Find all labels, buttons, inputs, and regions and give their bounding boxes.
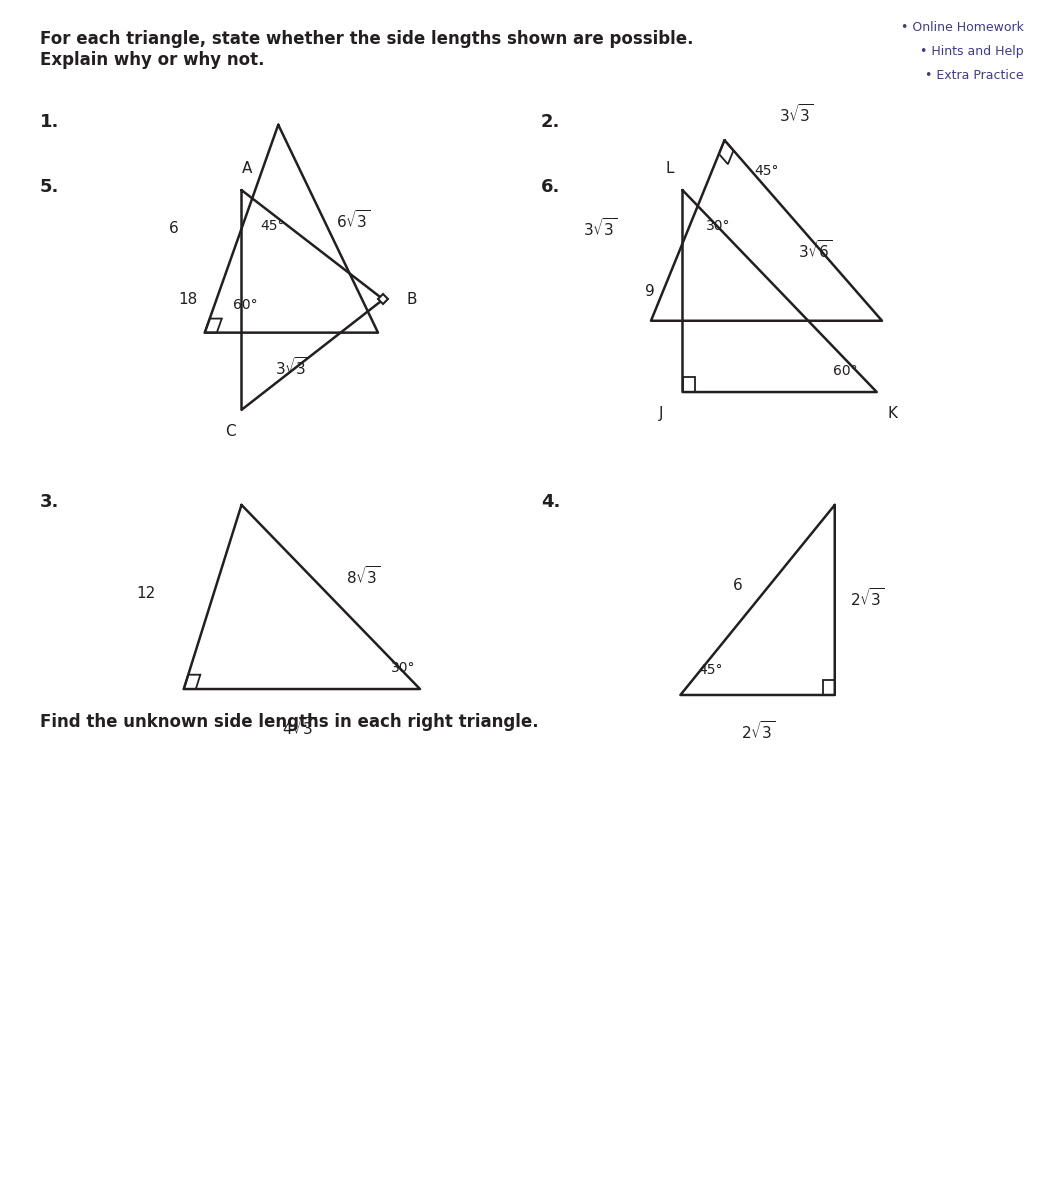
Text: 6.: 6. — [541, 178, 560, 196]
Text: 45°: 45° — [754, 164, 778, 178]
Text: 6: 6 — [733, 579, 742, 593]
Text: 18: 18 — [178, 292, 197, 307]
Text: $2\sqrt{3}$: $2\sqrt{3}$ — [741, 720, 775, 742]
Text: 1.: 1. — [40, 113, 59, 131]
Text: $2\sqrt{3}$: $2\sqrt{3}$ — [850, 587, 885, 608]
Text: 45°: 45° — [260, 219, 285, 233]
Text: 30°: 30° — [391, 661, 415, 675]
Text: L: L — [666, 160, 674, 176]
Text: K: K — [887, 406, 898, 422]
Text: $4\sqrt{3}$: $4\sqrt{3}$ — [282, 716, 316, 739]
Text: B: B — [406, 292, 417, 307]
Text: • Extra Practice: • Extra Practice — [925, 69, 1024, 82]
Text: 45°: 45° — [698, 663, 722, 677]
Text: $3\sqrt{3}$: $3\sqrt{3}$ — [779, 102, 813, 125]
Text: $3\sqrt{3}$: $3\sqrt{3}$ — [583, 217, 617, 239]
Text: C: C — [226, 424, 236, 440]
Text: $3\sqrt{6}$: $3\sqrt{6}$ — [798, 239, 833, 260]
Text: 6: 6 — [169, 221, 179, 235]
Text: 60°: 60° — [233, 298, 257, 312]
Text: 9: 9 — [646, 284, 655, 298]
Text: A: A — [242, 160, 252, 176]
Text: • Online Homework: • Online Homework — [901, 21, 1024, 34]
Text: 2.: 2. — [541, 113, 560, 131]
Text: 60°: 60° — [833, 364, 857, 378]
Text: 30°: 30° — [706, 219, 730, 233]
Text: 4.: 4. — [541, 493, 560, 511]
Text: 12: 12 — [136, 587, 155, 601]
Text: $8\sqrt{3}$: $8\sqrt{3}$ — [346, 565, 381, 587]
Text: 5.: 5. — [40, 178, 59, 196]
Text: J: J — [659, 406, 664, 422]
Text: $3\sqrt{3}$: $3\sqrt{3}$ — [275, 356, 309, 379]
Text: Find the unknown side lengths in each right triangle.: Find the unknown side lengths in each ri… — [40, 713, 539, 731]
Text: • Hints and Help: • Hints and Help — [920, 45, 1024, 58]
Text: For each triangle, state whether the side lengths shown are possible.: For each triangle, state whether the sid… — [40, 30, 693, 48]
Text: 3.: 3. — [40, 493, 59, 511]
Text: $6\sqrt{3}$: $6\sqrt{3}$ — [336, 209, 371, 230]
Text: Explain why or why not.: Explain why or why not. — [40, 51, 265, 69]
